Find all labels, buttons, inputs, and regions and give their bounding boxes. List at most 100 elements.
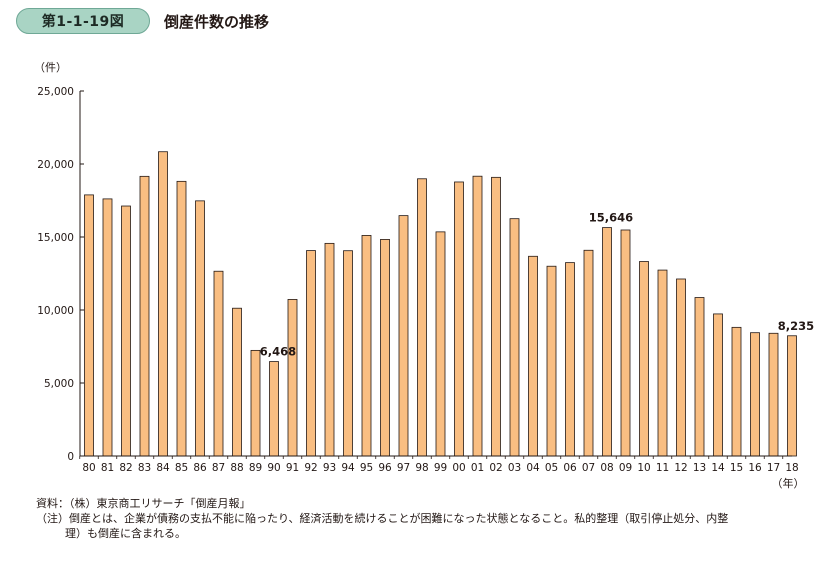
bar-10: [639, 261, 649, 457]
x-tick-label: 18: [785, 462, 798, 474]
y-tick-label: 20,000: [37, 159, 74, 171]
bar-11: [657, 269, 668, 457]
bar-96: [380, 239, 390, 457]
data-labels: 6,468 15,646 8,235: [260, 211, 814, 359]
definition-note-line2: 理）も倒産に含まれる。: [65, 527, 186, 540]
y-axis-unit-label: （件）: [34, 61, 67, 74]
bar-03: [509, 218, 520, 457]
definition-note-line1: （注）倒産とは、企業が債務の支払不能に陥ったり、経済活動を続けることが困難になっ…: [36, 512, 729, 525]
bar-18: [787, 335, 797, 457]
x-tick-label: 98: [415, 462, 428, 474]
x-tick-label: 13: [693, 462, 706, 474]
bar-97: [398, 215, 409, 457]
x-tick-label: 84: [156, 462, 170, 474]
figure-title: 倒産件数の推移: [164, 13, 270, 31]
bar-09: [620, 229, 631, 457]
bar-90: [269, 361, 279, 457]
figure-number-badge: 第1-1-19図: [16, 8, 150, 34]
bar-83: [139, 175, 150, 457]
notes: 資料：（株）東京商工リサーチ「倒産月報」 （注）倒産とは、企業が債務の支払不能に…: [36, 496, 728, 541]
bar-16: [750, 332, 760, 457]
x-tick-label: 95: [360, 462, 373, 474]
data-label-90: 6,468: [260, 345, 296, 359]
bar-99: [435, 231, 446, 457]
bar-89: [250, 349, 261, 457]
bar-82: [121, 205, 131, 457]
bar-91: [287, 299, 298, 457]
bar-15: [731, 326, 742, 457]
x-tick-label: 89: [249, 462, 262, 474]
x-tick-label: 06: [563, 462, 577, 474]
x-tick-label: 09: [619, 462, 632, 474]
bar-86: [195, 200, 205, 457]
source-note: 資料：（株）東京商工リサーチ「倒産月報」: [36, 497, 251, 510]
y-tick-label: 25,000: [37, 86, 74, 98]
x-tick-label: 94: [341, 462, 355, 474]
x-tick-label: 17: [767, 462, 780, 474]
bar-17: [768, 332, 779, 457]
x-tick-label: 11: [656, 462, 669, 474]
x-tick-label: 81: [101, 462, 114, 474]
bar-98: [417, 178, 427, 457]
data-label-08: 15,646: [589, 211, 633, 225]
x-tick-label: 92: [304, 462, 317, 474]
x-tick-label: 08: [600, 462, 613, 474]
x-tick-label: 83: [138, 462, 151, 474]
bar-06: [565, 262, 575, 457]
x-tick-label: 01: [471, 462, 484, 474]
bars: [84, 151, 797, 457]
y-tick-label: 5,000: [44, 378, 74, 390]
x-tick-label: 02: [489, 462, 502, 474]
x-tick-label: 04: [526, 462, 540, 474]
y-tick-label: 15,000: [37, 232, 74, 244]
x-tick-label: 16: [748, 462, 762, 474]
bar-85: [176, 180, 187, 457]
x-axis: 80 81 82 83 84 85 86 87 88 89 90 91 92 93 94 95 96 97 98 99…: [79, 455, 805, 490]
x-tick-label: 91: [286, 462, 299, 474]
bar-80: [84, 194, 94, 457]
bar-12: [676, 278, 686, 457]
bar-04: [528, 255, 538, 457]
bar-08: [602, 227, 612, 457]
x-tick-label: 00: [452, 462, 465, 474]
x-tick-label: 15: [730, 462, 743, 474]
x-tick-label: 05: [545, 462, 558, 474]
bar-02: [491, 176, 501, 457]
x-tick-label: 14: [711, 462, 725, 474]
x-tick-label: 03: [508, 462, 521, 474]
y-tick-label: 10,000: [37, 305, 74, 317]
x-tick-label: 97: [397, 462, 410, 474]
bar-81: [102, 198, 113, 457]
x-axis-unit-label: （年）: [772, 476, 805, 490]
x-tick-label: 86: [193, 462, 207, 474]
y-tick-label: 0: [67, 451, 74, 463]
x-tick-label: 96: [378, 462, 392, 474]
bar-05: [546, 265, 557, 457]
x-tick-label: 93: [323, 462, 336, 474]
data-label-18: 8,235: [778, 319, 814, 333]
bar-95: [361, 235, 372, 457]
x-tick-label: 85: [175, 462, 188, 474]
x-tick-label: 07: [582, 462, 595, 474]
x-tick-label: 12: [674, 462, 687, 474]
bar-88: [232, 307, 242, 457]
bar-13: [694, 297, 705, 457]
x-tick-label: 88: [230, 462, 243, 474]
bar-14: [713, 313, 723, 457]
bar-87: [213, 270, 224, 457]
bar-84: [158, 151, 168, 457]
x-tick-label: 80: [82, 462, 95, 474]
x-tick-label: 82: [119, 462, 132, 474]
bar-93: [324, 242, 335, 457]
bar-92: [306, 250, 316, 457]
y-axis: （件） 0 5,000 10,000 15,000 20,000 25,000: [34, 61, 84, 463]
x-tick-label: 90: [267, 462, 280, 474]
x-tick-label: 10: [637, 462, 650, 474]
bar-01: [472, 175, 483, 457]
x-tick-label: 99: [434, 462, 447, 474]
bar-00: [454, 181, 464, 457]
bar-07: [583, 249, 594, 457]
x-tick-label: 87: [212, 462, 225, 474]
